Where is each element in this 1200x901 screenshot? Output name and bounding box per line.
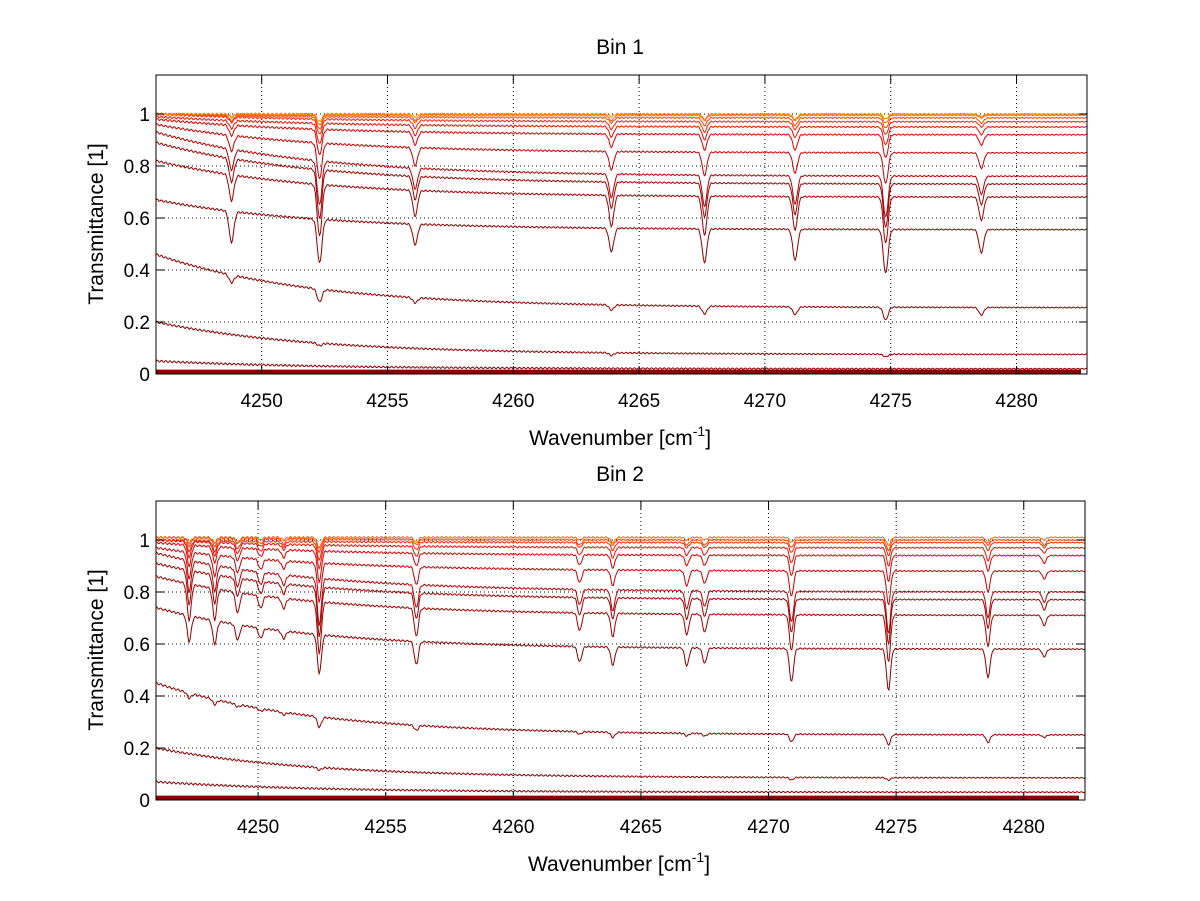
panel-2-y-tick-label: 0 [139,791,150,812]
panel-1-title: Bin 1 [596,36,644,59]
panel-2-x-label-end: ] [704,853,710,876]
panel-1-x-tick-label: 4260 [492,391,534,412]
series-line [155,198,1088,274]
panel-2-x-tick-label: 4275 [875,817,917,838]
series-line [155,546,1086,606]
series-line [155,359,1088,370]
panel-2-x-tick-label: 4250 [237,817,279,838]
panel-2-x-tick-label: 4255 [365,817,407,838]
series-line [155,112,1088,122]
series-line [155,159,1088,244]
series-line [155,780,1086,794]
panel-2-y-tick-label: 0.2 [124,739,150,760]
series-line [155,123,1088,184]
panel-bin-2: Bin 2 4250 4255 4260 4265 4270 4275 4280 00.20… [85,463,1086,876]
panel-2-y-ticks: 0 0.2 0.4 0.6 0.8 1 [124,531,1085,812]
panel-1-y-tick-label: 1 [139,105,150,126]
panel-1-x-tick-label: 4255 [366,391,408,412]
panel-1-traces [155,112,1088,374]
series-line [155,117,1088,158]
panel-1-y-tick-label: 0 [139,365,150,386]
series-line [155,746,1086,782]
panel-1-y-tick-label: 0.6 [124,209,150,230]
series-line [155,536,1086,554]
panel-1-x-tick-label: 4270 [744,391,786,412]
panel-2-x-ticks: 4250 4255 4260 4265 4270 4275 4280 [237,501,1045,838]
series-line [155,606,1086,691]
panel-bin-1: Bin 1 4250 4255 4260 4265 4270 4275 4280 00.20… [85,36,1088,450]
panel-2-axes-box [155,500,1086,801]
panel-1-x-label-main: Wavenumber [cm [529,427,693,450]
panel-1-x-label-end: ] [705,427,711,450]
series-line [155,112,1088,135]
series-line [155,575,1086,662]
series-line [155,253,1088,321]
panel-1-x-tick-label: 4250 [241,391,283,412]
panel-1-x-tick-label: 4265 [618,391,660,412]
series-line [155,115,1088,145]
series-line [155,538,1086,561]
panel-2-y-tick-label: 0.8 [124,583,150,604]
panel-2-x-label-sup: -1 [692,849,705,865]
series-line [155,131,1088,218]
panel-2-y-axis-label: Transmittance [1] [85,569,108,730]
panel-2-x-axis-label: Wavenumber [cm-1] [528,849,710,876]
panel-1-x-label-sup: -1 [693,423,706,439]
panel-2-x-tick-label: 4280 [1003,817,1045,838]
panel-2-x-tick-label: 4260 [492,817,534,838]
panel-1-x-tick-label: 4280 [995,391,1037,412]
series-line [155,538,1086,570]
panel-2-y-tick-label: 0.6 [124,635,150,656]
series-line [155,112,1088,130]
panel-2-title: Bin 2 [596,463,644,486]
series-line [155,562,1086,644]
series-line [155,535,1086,549]
panel-1-y-ticks: 0 0.2 0.4 0.6 0.8 1 [124,105,1087,386]
panel-1-y-tick-label: 0.4 [124,261,151,282]
series-line [155,551,1086,634]
series-line [155,681,1086,746]
panel-1-x-axis-label: Wavenumber [cm-1] [529,423,711,450]
panel-1-x-ticks: 4250 4255 4260 4265 4270 4275 4280 [241,75,1038,412]
series-line [155,541,1086,584]
panel-1-x-tick-label: 4275 [870,391,912,412]
panel-2-grid [156,501,1085,801]
panel-1-y-tick-label: 0.8 [124,157,150,178]
panel-1-y-axis-label: Transmittance [1] [85,143,108,304]
panel-2-x-tick-label: 4265 [620,817,662,838]
panel-1-y-tick-label: 0.2 [124,313,150,334]
panel-2-y-tick-label: 0.4 [124,687,151,708]
series-line [155,141,1088,228]
panel-2-x-label-main: Wavenumber [cm [528,853,692,876]
panel-1-axes-box [155,74,1088,375]
panel-2-y-tick-label: 1 [139,531,150,552]
series-line [155,320,1088,358]
panel-2-traces [155,535,1086,800]
panel-2-x-tick-label: 4270 [747,817,789,838]
